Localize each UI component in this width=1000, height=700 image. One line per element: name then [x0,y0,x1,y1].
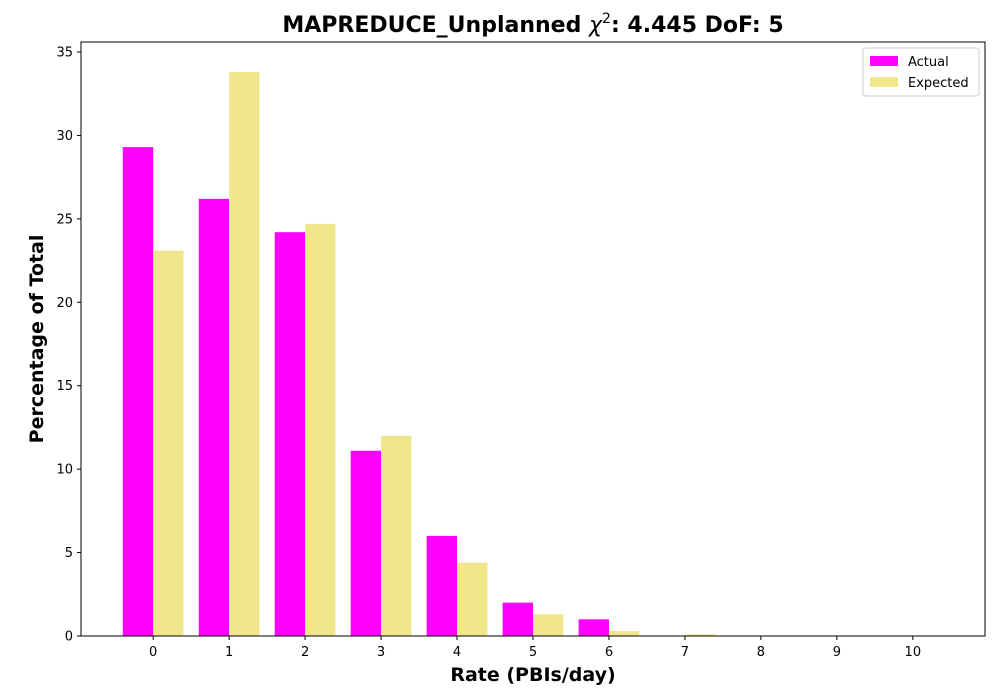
x-tick-label-10: 10 [905,645,922,660]
x-tick-label-3: 3 [377,645,385,660]
x-tick-label-0: 0 [149,645,157,660]
y-tick-label-15: 15 [56,379,73,394]
y-tick-label-0: 0 [65,630,73,645]
x-tick-label-5: 5 [529,645,537,660]
plot-area: 0 1 2 3 4 5 6 7 8 9 10 0 5 10 15 20 25 30 35 [56,41,986,660]
x-tick-label-7: 7 [681,645,689,660]
bar-actual-2 [274,232,306,636]
x-axis-label: Rate (PBIs/day) [450,664,615,686]
x-tick-label-6: 6 [605,645,613,660]
legend-swatch-actual [870,56,898,66]
x-tick-label-1: 1 [225,645,233,660]
bar-expected-3 [381,435,412,636]
bar-actual-1 [198,198,230,636]
x-tick-label-9: 9 [833,645,841,660]
y-tick-label-20: 20 [56,296,73,311]
legend: Actual Expected [862,47,980,97]
bar-actual-4 [426,535,458,636]
legend-label-actual: Actual [908,55,949,70]
bar-expected-7 [684,634,716,636]
bar-expected-5 [533,614,564,636]
bar-actual-3 [350,450,382,636]
x-tick-label-2: 2 [301,645,309,660]
y-tick-label-5: 5 [65,546,73,561]
y-tick-label-30: 30 [56,129,73,144]
x-tick-label-4: 4 [453,645,461,660]
bar-actual-0 [122,147,154,636]
bar-expected-6 [608,630,640,636]
bar-expected-1 [229,72,260,637]
y-tick-label-25: 25 [56,212,73,227]
bar-actual-6 [578,619,609,636]
legend-swatch-expected [870,77,898,87]
bar-expected-2 [305,223,336,636]
bar-expected-4 [457,562,488,636]
y-axis-label: Percentage of Total [26,235,48,444]
x-tick-label-8: 8 [757,645,765,660]
y-tick-label-35: 35 [56,46,73,61]
bar-expected-0 [153,250,184,636]
legend-label-expected: Expected [908,76,969,91]
bar-actual-5 [502,602,533,636]
y-tick-label-10: 10 [56,463,73,478]
chart-title: MAPREDUCE_Unplanned χ2: 4.445 DoF: 5 [282,11,783,38]
